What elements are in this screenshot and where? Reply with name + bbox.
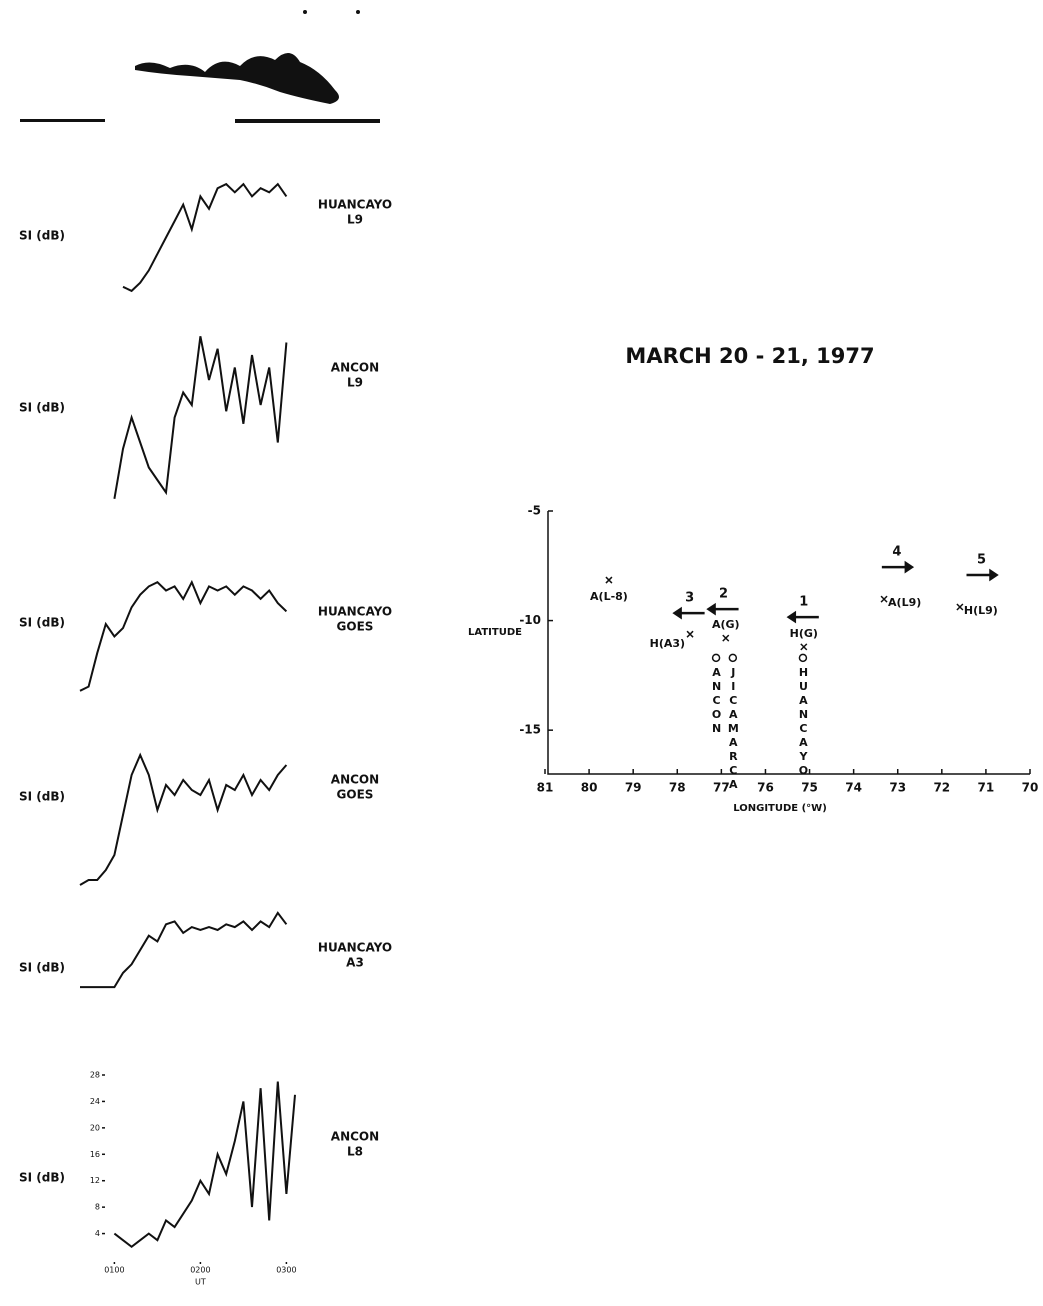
y-tick-label: 28 (90, 1071, 100, 1080)
point-label: H(L9) (964, 604, 998, 617)
dot (356, 10, 360, 14)
drift-arrow (966, 568, 999, 582)
baseline (235, 119, 380, 123)
arrow-number: 5 (977, 552, 986, 567)
point-label: H(G) (790, 627, 818, 640)
point-label: A(L-8) (590, 590, 628, 603)
trace (80, 911, 288, 989)
y-tick-label: 4 (95, 1229, 100, 1238)
x-tick-label: 70 (1022, 781, 1039, 795)
point-marker (605, 576, 613, 584)
y-axis-label: SI (dB) (19, 790, 65, 804)
x-tick-label: 78 (669, 781, 686, 795)
y-tick-label: 24 (90, 1097, 100, 1106)
drift-arrow (706, 602, 739, 616)
panel-label: ANCON (331, 361, 379, 375)
panel-label: ANCON (331, 1130, 379, 1144)
x-tick-label: 79 (625, 781, 642, 795)
panel-label: L9 (347, 376, 363, 390)
trace (79, 579, 288, 692)
y-tick-label: 16 (90, 1150, 100, 1159)
point-marker (800, 643, 808, 651)
y-axis-label: SI (dB) (19, 229, 65, 243)
x-tick-label: 77 (713, 781, 730, 795)
arrow-number: 1 (799, 595, 808, 610)
station-marker (798, 653, 808, 663)
station-label: JICAMARCA (727, 666, 740, 792)
panel-label: HUANCAYO (318, 605, 392, 619)
y-tick-label: 8 (95, 1203, 100, 1212)
point-label: A(L9) (888, 596, 921, 609)
scintillation-blob (135, 52, 339, 104)
y-tick-label: -5 (528, 504, 541, 518)
panel-label: L9 (347, 213, 363, 227)
panel-label: A3 (346, 956, 364, 970)
x-axis-label: UT (195, 1278, 206, 1287)
y-axis-label: LATITUDE (468, 627, 522, 638)
y-axis-label: SI (dB) (19, 1171, 65, 1185)
station-marker (711, 653, 721, 663)
figure-title: MARCH 20 - 21, 1977 (625, 344, 874, 368)
trace (122, 182, 288, 293)
y-axis-label: SI (dB) (19, 401, 65, 415)
y-tick-label: 12 (90, 1176, 100, 1185)
drift-arrow (786, 610, 819, 624)
x-tick-label: 74 (845, 781, 862, 795)
trace (79, 752, 288, 886)
drift-arrow (881, 560, 915, 574)
point-marker (880, 595, 888, 603)
station-label: ANCON (710, 666, 723, 736)
x-tick-label: 73 (889, 781, 906, 795)
point-marker (722, 634, 730, 642)
y-axis-label: SI (dB) (19, 616, 65, 630)
drift-arrow (672, 606, 705, 620)
x-tick-label: 75 (801, 781, 818, 795)
panel-label: GOES (337, 620, 374, 634)
panel-label: L8 (347, 1145, 363, 1159)
x-tick-label: 72 (933, 781, 950, 795)
x-tick-label: 0100 (104, 1266, 124, 1275)
axes (547, 511, 1030, 775)
y-tick-label: -10 (519, 613, 541, 627)
panel-label: ANCON (331, 773, 379, 787)
ionogram-decoration (20, 10, 380, 123)
x-tick-label: 0300 (276, 1266, 296, 1275)
arrow-number: 3 (685, 591, 694, 606)
x-axis-label: LONGITUDE (°W) (733, 803, 827, 814)
trace (113, 1081, 296, 1249)
x-tick-label: 76 (757, 781, 774, 795)
x-tick-label: 81 (537, 781, 554, 795)
point-label: A(G) (712, 618, 740, 631)
point-marker (956, 603, 964, 611)
x-tick-label: 0200 (190, 1266, 210, 1275)
y-axis-label: SI (dB) (19, 961, 65, 975)
trace (113, 336, 288, 499)
x-tick-label: 80 (581, 781, 598, 795)
panel-label: HUANCAYO (318, 941, 392, 955)
station-marker (728, 653, 738, 663)
panel-label: GOES (337, 788, 374, 802)
dot (303, 10, 307, 14)
y-tick-label: -15 (519, 723, 541, 737)
panel-label: HUANCAYO (318, 198, 392, 212)
arrow-number: 4 (892, 545, 901, 560)
x-tick-label: 71 (978, 781, 995, 795)
baseline (20, 119, 105, 122)
arrow-number: 2 (719, 587, 728, 602)
point-marker (686, 630, 694, 638)
station-label: HUANCAYO (797, 666, 810, 778)
y-tick-label: 20 (90, 1123, 100, 1132)
point-label: H(A3) (650, 637, 685, 650)
